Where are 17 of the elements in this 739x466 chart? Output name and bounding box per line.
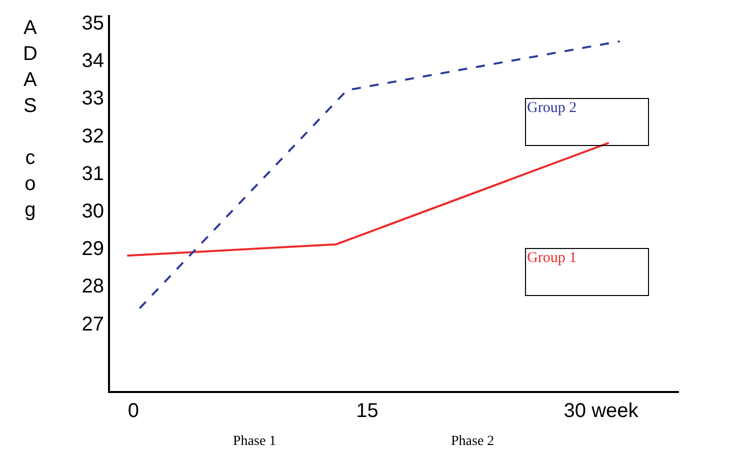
x-tick-label: 15 bbox=[356, 400, 378, 422]
text: Group 2 bbox=[527, 100, 577, 116]
y-tick-label: 28 bbox=[82, 276, 104, 298]
y-tick-label: 30 bbox=[82, 200, 104, 223]
text: ADAS cog bbox=[23, 17, 38, 221]
y-tick-label: 33 bbox=[82, 88, 104, 110]
y-tick-label: 32 bbox=[82, 125, 104, 148]
text: Phase 2 bbox=[451, 434, 494, 449]
y-tick-label: 29 bbox=[82, 238, 104, 260]
text: Group 1 bbox=[527, 250, 577, 266]
y-tick-label: 34 bbox=[82, 50, 104, 72]
x-tick-label: 0 bbox=[128, 400, 139, 422]
y-tick-label: 35 bbox=[82, 12, 104, 35]
text: Phase 1 bbox=[233, 434, 276, 449]
y-tick-label: 27 bbox=[82, 313, 104, 336]
y-tick-label: 31 bbox=[82, 162, 104, 185]
x-tick-label: 30 week bbox=[564, 400, 640, 422]
